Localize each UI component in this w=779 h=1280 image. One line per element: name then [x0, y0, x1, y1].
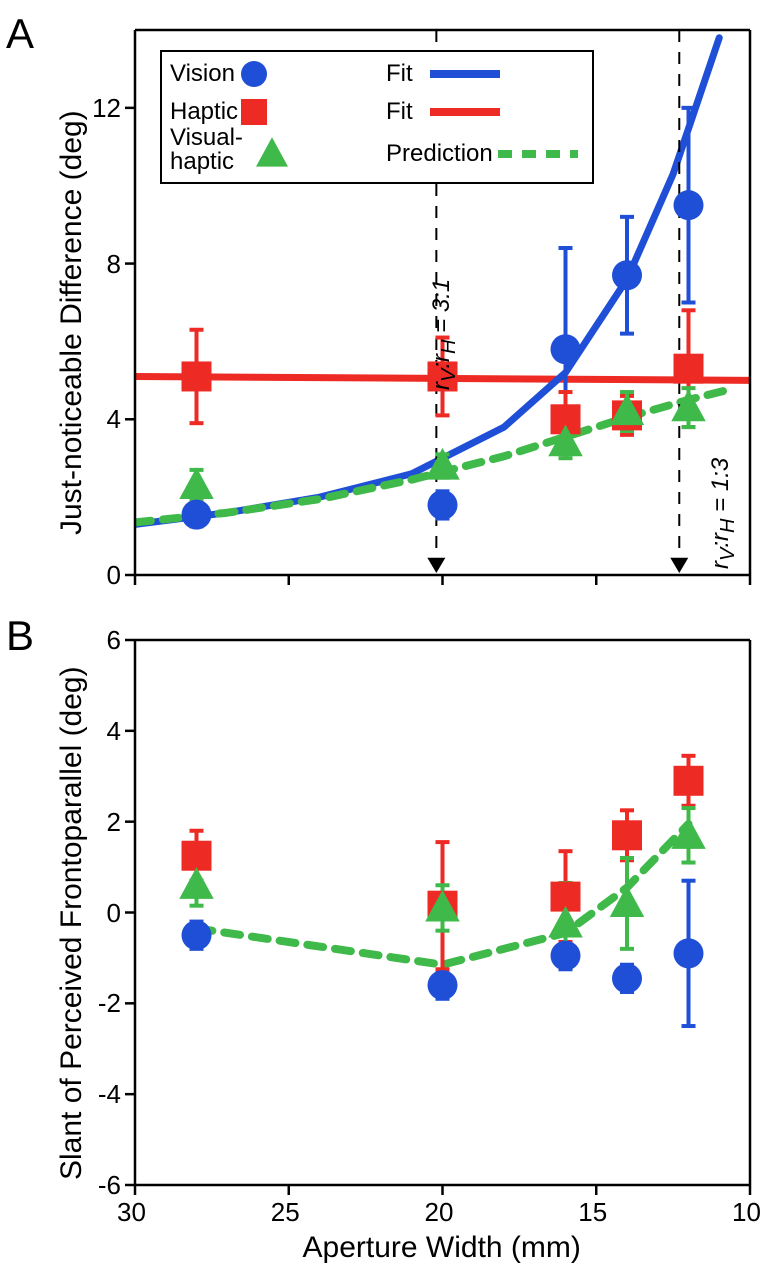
panel-b-label: B: [6, 612, 34, 660]
x-axis-label: Aperture Width (mm): [303, 1231, 581, 1265]
y-tick-label: 0: [107, 898, 121, 929]
x-tick-label: 25: [271, 1197, 300, 1228]
y-tick-label: 2: [107, 807, 121, 838]
panel-b-ylabel: Slant of Perceived Frontoparallel (deg): [55, 666, 89, 1180]
x-tick-label: 20: [425, 1197, 454, 1228]
y-tick-label: -4: [98, 1079, 121, 1110]
x-tick-label: 15: [578, 1197, 607, 1228]
y-tick-label: 6: [107, 625, 121, 656]
y-tick-label: -2: [98, 988, 121, 1019]
x-tick-label: 10: [732, 1197, 761, 1228]
y-tick-label: 4: [107, 716, 121, 747]
y-tick-label: -6: [98, 1170, 121, 1201]
x-tick-label: 30: [117, 1197, 146, 1228]
